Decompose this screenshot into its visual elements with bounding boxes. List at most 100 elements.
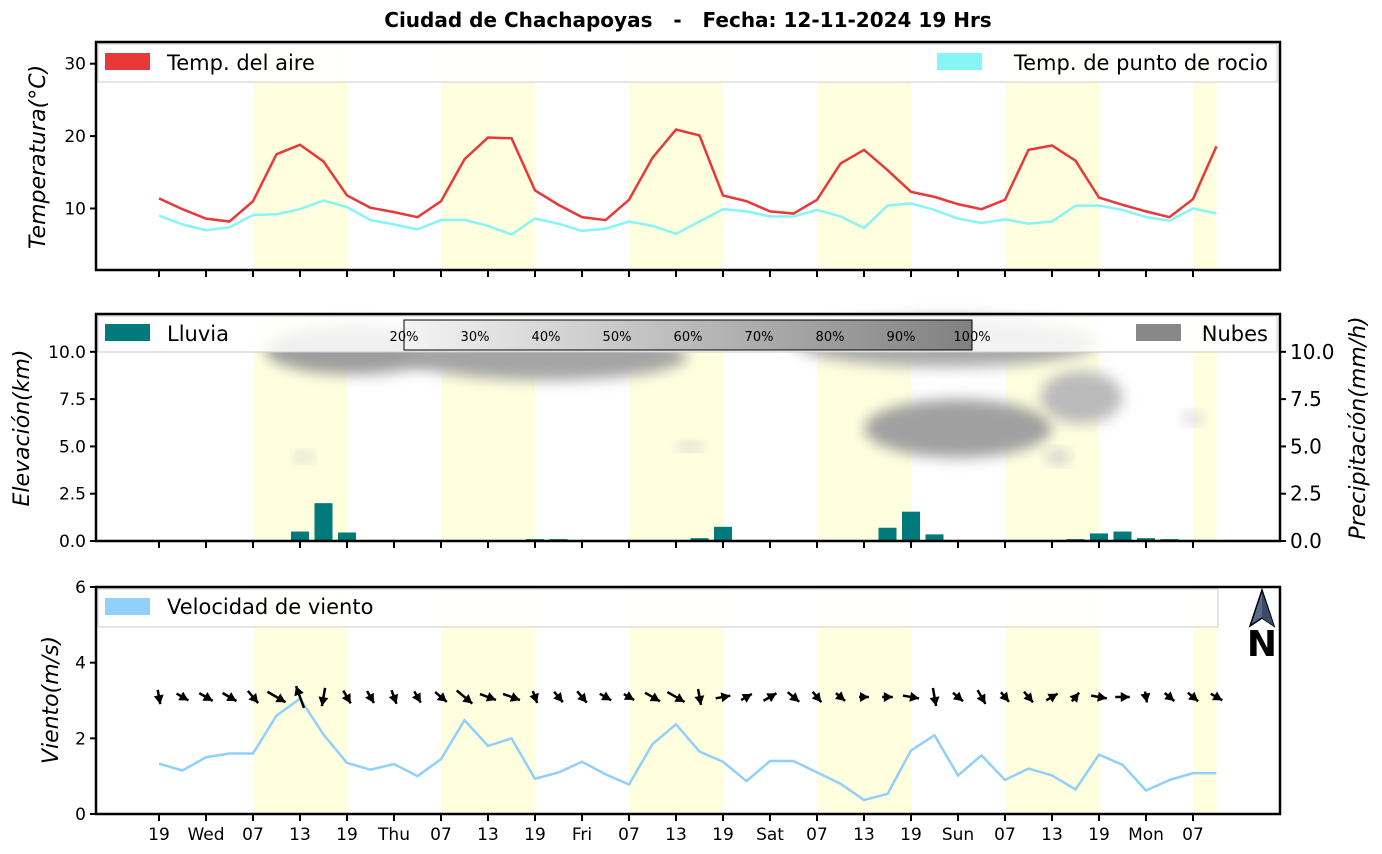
- wind-arrow-head: [411, 692, 421, 703]
- wind-arrow-head: [436, 692, 447, 702]
- colorbar-label: 50%: [603, 330, 632, 345]
- wind-arrow: [365, 690, 376, 704]
- wind-arrow-head: [1097, 691, 1107, 702]
- elevation-ytick-label: 10.0: [48, 343, 86, 363]
- wind-arrow: [341, 689, 352, 705]
- rain-yticks-left: 0.0 2.5 5.0 7.5 10.0: [48, 343, 96, 552]
- cloud-region: [1040, 370, 1123, 424]
- wind-arrow: [175, 691, 190, 702]
- wind-arrow-head: [1212, 691, 1223, 701]
- x-tick-label: 13: [853, 825, 875, 845]
- x-tick-label: 19: [900, 825, 922, 845]
- temp-ytick-label: 10: [64, 199, 86, 219]
- wind-arrow: [859, 692, 869, 702]
- wind-arrow-head: [294, 686, 304, 697]
- precip-ytick-label: 0.0: [1290, 529, 1322, 553]
- wind-arrow: [1069, 691, 1081, 703]
- wind-ytick-label: 0: [75, 805, 86, 825]
- wind-arrow: [882, 692, 893, 702]
- wind-arrow: [388, 689, 399, 705]
- temp-yticks: 10 20 30: [64, 55, 96, 219]
- x-axis-ticks: 19 Wed 07 13 19 Thu 07 13 19 Fri 07 13 19 Sat 07 13 19 Su…: [148, 270, 1204, 845]
- wind-arrow-head: [929, 696, 940, 707]
- rain-bar: [1137, 538, 1155, 541]
- x-tick-label: Sun: [942, 825, 974, 845]
- rain-bar: [1090, 533, 1108, 541]
- chart-title: Ciudad de Chachapoyas - Fecha: 12-11-202…: [384, 8, 991, 32]
- x-tick-label: 07: [994, 825, 1016, 845]
- wind-speed-line: [158, 696, 1217, 802]
- wind-arrow: [246, 690, 260, 704]
- wind-axes-frame: [94, 585, 1282, 816]
- precipitation-y-axis-label: Precipitación(mm/h): [1346, 316, 1371, 539]
- wind-arrow: [434, 691, 448, 703]
- wind-arrow: [294, 685, 306, 709]
- wind-arrow-head: [275, 693, 286, 703]
- wind-y-axis-label: Viento(m/s): [39, 636, 64, 764]
- wind-legend-label: Velocidad de viento: [167, 595, 373, 619]
- dew-point-line: [158, 199, 1217, 236]
- temp-air-line: [158, 128, 1218, 223]
- colorbar-label: 70%: [745, 330, 774, 345]
- cloud-colorbar-labels: 20% 30% 40% 50% 60% 70% 80% 90% 100%: [390, 330, 991, 345]
- wind-arrow: [929, 687, 940, 707]
- wind-arrow-head: [883, 692, 893, 702]
- rain-yticks-right: 0.0 2.5 5.0 7.5 10.0: [1280, 340, 1335, 553]
- wind-arrow-head: [153, 694, 164, 705]
- precip-ytick-label: 10.0: [1290, 340, 1335, 364]
- rain-bar: [314, 503, 333, 541]
- wind-arrow-head: [649, 692, 660, 702]
- wind-arrow: [455, 689, 474, 705]
- rain-bar: [925, 534, 944, 541]
- wind-arrow: [411, 690, 422, 704]
- wind-legend-swatch: [105, 598, 150, 615]
- colorbar-label: 40%: [532, 330, 561, 345]
- temp-air-legend-swatch: [105, 53, 150, 70]
- wind-arrow-head: [1140, 692, 1151, 703]
- cloud-region: [1044, 450, 1071, 464]
- x-tick-label: 13: [289, 825, 311, 845]
- wind-arrow: [479, 692, 497, 702]
- wind-arrow-head: [529, 692, 539, 703]
- wind-arrow: [553, 691, 564, 703]
- dew-point-legend-label: Temp. de punto de rocio: [1013, 51, 1268, 75]
- wind-legend-box: [97, 588, 1219, 628]
- wind-arrow-head: [694, 695, 705, 706]
- cloud-region: [1181, 412, 1205, 424]
- colorbar-label: 30%: [461, 330, 490, 345]
- x-tick-label: 07: [430, 825, 452, 845]
- wind-arrow: [529, 690, 539, 704]
- precip-ytick-label: 2.5: [1290, 482, 1322, 506]
- wind-arrow-head: [834, 691, 846, 701]
- wind-arrow: [599, 691, 612, 702]
- clouds-legend-swatch: [1136, 324, 1181, 341]
- x-tick-label: 07: [242, 825, 264, 845]
- daylight-band: [1193, 314, 1217, 541]
- wind-arrow-head: [341, 693, 351, 704]
- wind-arrow-head: [811, 692, 822, 703]
- rain-bar: [690, 538, 709, 541]
- temp-lines: [158, 128, 1218, 236]
- wind-arrow: [266, 690, 287, 704]
- wind-arrows: [153, 685, 1223, 709]
- wind-arrow: [715, 692, 731, 703]
- temp-axes-frame: [94, 40, 1282, 272]
- elevation-ytick-label: 7.5: [59, 390, 86, 410]
- wind-arrow-head: [766, 693, 777, 703]
- cloud-region: [292, 452, 315, 462]
- temp-air-legend-label: Temp. del aire: [166, 51, 315, 75]
- colorbar-label: 20%: [390, 330, 419, 345]
- wind-arrow: [952, 691, 964, 703]
- wind-arrow-head: [1120, 692, 1130, 702]
- cloud-region: [676, 442, 705, 451]
- wind-arrow-head: [1188, 691, 1199, 702]
- rain-bar: [878, 527, 897, 541]
- wind-panel: 0 2 4 6 Viento(m/s) Velocidad de viento N 1…: [39, 270, 1282, 845]
- clouds-legend-label: Nubes: [1202, 322, 1268, 346]
- x-tick-label: 07: [618, 825, 640, 845]
- temp-legend: Temp. del aire Temp. de punto de rocio: [97, 43, 1278, 83]
- x-tick-label: 13: [477, 825, 499, 845]
- colorbar-label: 80%: [816, 330, 845, 345]
- wind-arrow: [999, 691, 1010, 703]
- x-tick-label: 07: [806, 825, 828, 845]
